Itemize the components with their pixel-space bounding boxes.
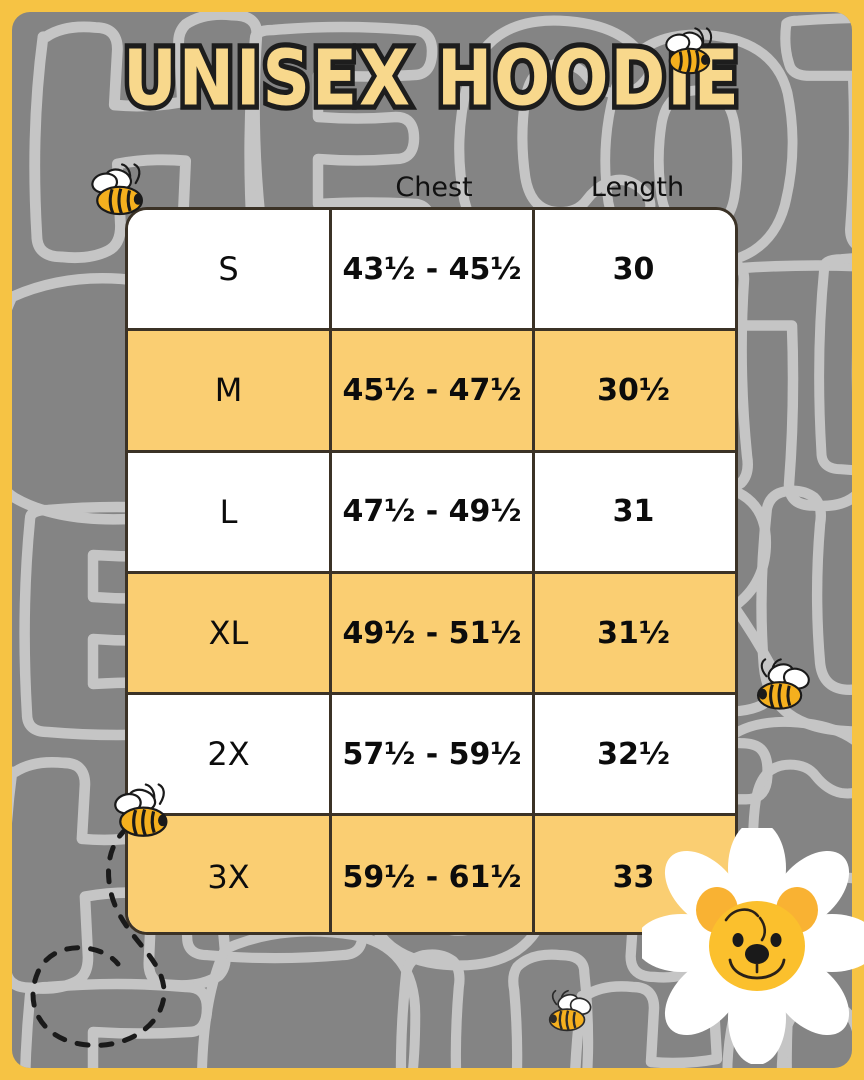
size-chart-table: S 43½ - 45½ 30 M 45½ - 47½ 30½ L 47½ - 4… xyxy=(125,207,738,935)
table-row: L 47½ - 49½ 31 xyxy=(128,452,735,574)
cell-chest: 43½ - 45½ xyxy=(332,210,535,329)
table-row: M 45½ - 47½ 30½ xyxy=(128,331,735,453)
cell-chest: 57½ - 59½ xyxy=(332,695,535,814)
cell-length: 31 xyxy=(612,494,655,530)
cell-length: 32½ xyxy=(597,736,670,772)
cell-chest: 49½ - 51½ xyxy=(332,573,535,693)
column-headers: Chest Length xyxy=(125,168,738,206)
header-chest: Chest xyxy=(395,171,473,203)
cell-size: XL xyxy=(128,573,332,693)
table-row: XL 49½ - 51½ 31½ xyxy=(128,573,735,696)
table-row: 2X 57½ - 59½ 32½ xyxy=(128,695,735,817)
cell-length: 30 xyxy=(612,251,655,287)
cell-chest: 47½ - 49½ xyxy=(332,452,535,571)
table-row: 3X 59½ - 61½ 33 xyxy=(128,816,735,932)
header-size xyxy=(125,168,331,206)
header-length: Length xyxy=(590,171,685,203)
cell-size: 3X xyxy=(128,816,332,932)
page-title-wrapper: UNISEX HOODIE xyxy=(0,35,864,122)
table-row: S 43½ - 45½ 30 xyxy=(128,210,735,332)
cell-chest: 45½ - 47½ xyxy=(332,331,535,450)
cell-length: 30½ xyxy=(597,372,670,408)
page-title: UNISEX HOODIE xyxy=(119,33,744,124)
cell-length: 31½ xyxy=(597,615,670,651)
cell-size: M xyxy=(128,331,332,450)
cell-size: L xyxy=(128,452,332,571)
cell-chest: 59½ - 61½ xyxy=(332,816,535,932)
cell-size: S xyxy=(128,210,332,329)
cell-size: 2X xyxy=(128,695,332,814)
cell-length: 33 xyxy=(612,859,655,895)
